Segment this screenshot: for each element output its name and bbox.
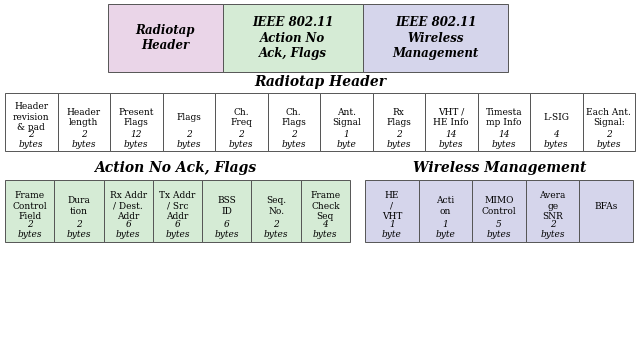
Bar — [579, 180, 633, 242]
Text: 2
bytes: 2 bytes — [72, 130, 96, 149]
Text: 6
bytes: 6 bytes — [165, 220, 189, 239]
Bar — [54, 180, 104, 242]
Text: 1
byte: 1 byte — [382, 220, 402, 239]
Text: BSS
ID: BSS ID — [218, 196, 236, 216]
Text: Each Ant.
Signal:: Each Ant. Signal: — [586, 107, 631, 127]
Bar — [582, 93, 635, 151]
Text: Frame
Check
Seq: Frame Check Seq — [310, 191, 340, 221]
Text: Header
revision
& pad: Header revision & pad — [13, 103, 49, 132]
Text: HE
/
VHT: HE / VHT — [381, 191, 402, 221]
Text: 1
byte: 1 byte — [336, 130, 356, 149]
Text: 6
bytes: 6 bytes — [116, 220, 140, 239]
Text: Rx
Flags: Rx Flags — [387, 107, 411, 127]
Text: Tx Addr
/ Src
Addr: Tx Addr / Src Addr — [159, 191, 196, 221]
Text: Seq.
No.: Seq. No. — [266, 196, 286, 216]
Text: 2
bytes: 2 bytes — [67, 220, 91, 239]
Text: Action No Ack, Flags: Action No Ack, Flags — [94, 161, 256, 175]
Bar — [252, 180, 301, 242]
Text: Avera
ge
SNR: Avera ge SNR — [540, 191, 566, 221]
Text: Ch.
Freq: Ch. Freq — [230, 107, 252, 127]
Text: Radiotap Header: Radiotap Header — [254, 75, 386, 89]
Bar — [419, 180, 472, 242]
Text: Timesta
mp Info: Timesta mp Info — [485, 107, 522, 127]
Text: 14
bytes: 14 bytes — [439, 130, 463, 149]
Bar — [365, 180, 419, 242]
Text: 14
bytes: 14 bytes — [492, 130, 516, 149]
Text: 2
bytes: 2 bytes — [282, 130, 306, 149]
Text: MIMO
Control: MIMO Control — [482, 196, 516, 216]
Text: Flags: Flags — [176, 113, 201, 122]
Text: 12
bytes: 12 bytes — [124, 130, 148, 149]
Text: L-SIG: L-SIG — [543, 113, 569, 122]
Bar — [58, 93, 110, 151]
Bar — [5, 180, 54, 242]
Text: IEEE 802.11
Wireless
Management: IEEE 802.11 Wireless Management — [392, 16, 479, 59]
Text: 1
byte: 1 byte — [435, 220, 455, 239]
Bar — [163, 93, 215, 151]
Bar — [108, 4, 223, 72]
Text: Ch.
Flags: Ch. Flags — [282, 107, 306, 127]
Text: Dura
tion: Dura tion — [67, 196, 90, 216]
Bar — [268, 93, 320, 151]
Text: 2
bytes: 2 bytes — [264, 220, 289, 239]
Text: 2
bytes: 2 bytes — [596, 130, 621, 149]
Bar — [320, 93, 372, 151]
Text: 6
bytes: 6 bytes — [214, 220, 239, 239]
Text: 2
bytes: 2 bytes — [19, 130, 44, 149]
Bar — [477, 93, 530, 151]
Text: 5
bytes: 5 bytes — [487, 220, 511, 239]
Text: Wireless Management: Wireless Management — [413, 161, 587, 175]
Bar — [5, 93, 58, 151]
Bar — [472, 180, 526, 242]
Bar — [153, 180, 202, 242]
Bar — [301, 180, 350, 242]
Bar — [215, 93, 268, 151]
Bar — [526, 180, 579, 242]
Text: Header
length: Header length — [67, 107, 101, 127]
Text: 2
bytes: 2 bytes — [540, 220, 565, 239]
Text: 2
bytes: 2 bytes — [177, 130, 201, 149]
Text: VHT /
HE Info: VHT / HE Info — [433, 107, 469, 127]
Text: 2
bytes: 2 bytes — [17, 220, 42, 239]
Bar — [104, 180, 153, 242]
Bar — [372, 93, 425, 151]
Text: 2
bytes: 2 bytes — [387, 130, 411, 149]
Text: Frame
Control
Field: Frame Control Field — [12, 191, 47, 221]
Bar — [425, 93, 477, 151]
Text: Acti
on: Acti on — [436, 196, 454, 216]
Bar — [202, 180, 252, 242]
Text: Radiotap
Header: Radiotap Header — [136, 24, 195, 52]
Bar — [110, 93, 163, 151]
Text: BFAs: BFAs — [595, 201, 618, 210]
Bar — [363, 4, 508, 72]
Text: 4
bytes: 4 bytes — [544, 130, 568, 149]
Bar — [223, 4, 363, 72]
Bar — [530, 93, 582, 151]
Text: Ant.
Signal: Ant. Signal — [332, 107, 360, 127]
Text: Present
Flags: Present Flags — [118, 107, 154, 127]
Text: Rx Addr
/ Dest.
Addr: Rx Addr / Dest. Addr — [109, 191, 147, 221]
Text: 4
bytes: 4 bytes — [313, 220, 338, 239]
Text: 2
bytes: 2 bytes — [229, 130, 253, 149]
Text: IEEE 802.11
Action No
Ack, Flags: IEEE 802.11 Action No Ack, Flags — [252, 16, 333, 59]
